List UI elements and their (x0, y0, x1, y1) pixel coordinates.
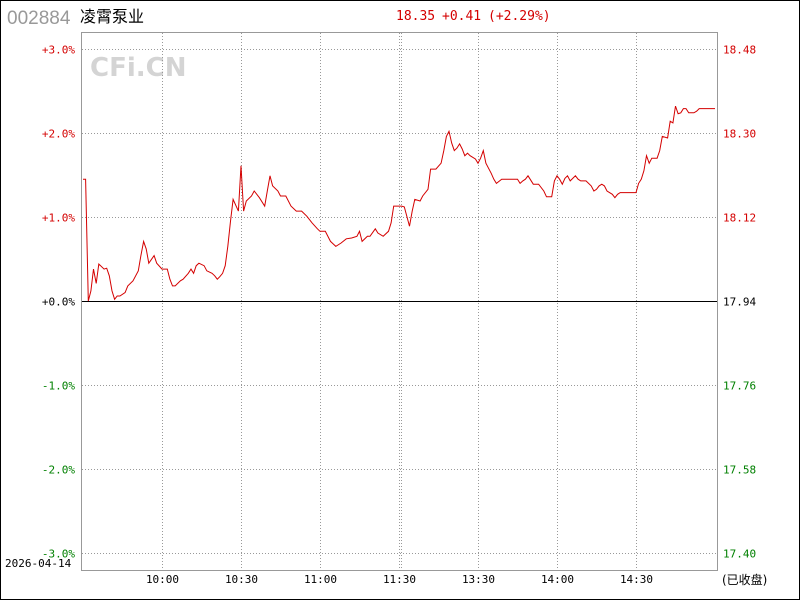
left-tick-label: -1.0% (42, 380, 75, 393)
right-tick-label: 17.58 (723, 464, 756, 477)
time-tick-label: 13:30 (462, 573, 495, 586)
watermark-logo: CFi.CN (90, 53, 186, 83)
last-price: 18.35 (396, 9, 435, 24)
right-tick-label: 17.76 (723, 380, 756, 393)
time-tick-label: 11:00 (304, 573, 337, 586)
right-tick-label: 17.40 (723, 548, 756, 561)
right-tick-label: 17.94 (723, 296, 756, 309)
grid (82, 33, 717, 570)
price-change: +0.41 (442, 9, 481, 24)
plot-frame (81, 32, 718, 571)
stock-code: 002884 (7, 8, 71, 29)
left-tick-label: +3.0% (42, 44, 75, 57)
right-tick-label: 18.30 (723, 128, 756, 141)
left-tick-label: +1.0% (42, 212, 75, 225)
time-tick-label: 11:30 (383, 573, 416, 586)
left-tick-label: +2.0% (42, 128, 75, 141)
price-line (83, 105, 715, 302)
trade-date: 2026-04-14 (5, 557, 72, 570)
left-axis: +3.0% +2.0% +1.0% +0.0% -1.0% -2.0% -3.0% (42, 44, 75, 561)
right-tick-label: 18.48 (723, 44, 756, 57)
time-tick-label: 10:00 (146, 573, 179, 586)
right-axis: 18.48 18.30 18.12 17.94 17.76 17.58 17.40 (723, 44, 756, 561)
time-tick-label: 10:30 (225, 573, 258, 586)
time-axis: 10:00 10:30 11:00 11:30 13:30 14:00 14:30 (146, 573, 653, 586)
left-tick-label: +0.0% (42, 296, 75, 309)
time-tick-label: 14:30 (620, 573, 653, 586)
stock-name: 凌霄泵业 (80, 7, 144, 26)
price-change-pct: (+2.29%) (488, 9, 551, 24)
left-tick-label: -3.0% (42, 548, 75, 561)
time-tick-label: 14:00 (541, 573, 574, 586)
right-tick-label: 18.12 (723, 212, 756, 225)
left-tick-label: -2.0% (42, 464, 75, 477)
market-status: (已收盘) (722, 572, 767, 587)
